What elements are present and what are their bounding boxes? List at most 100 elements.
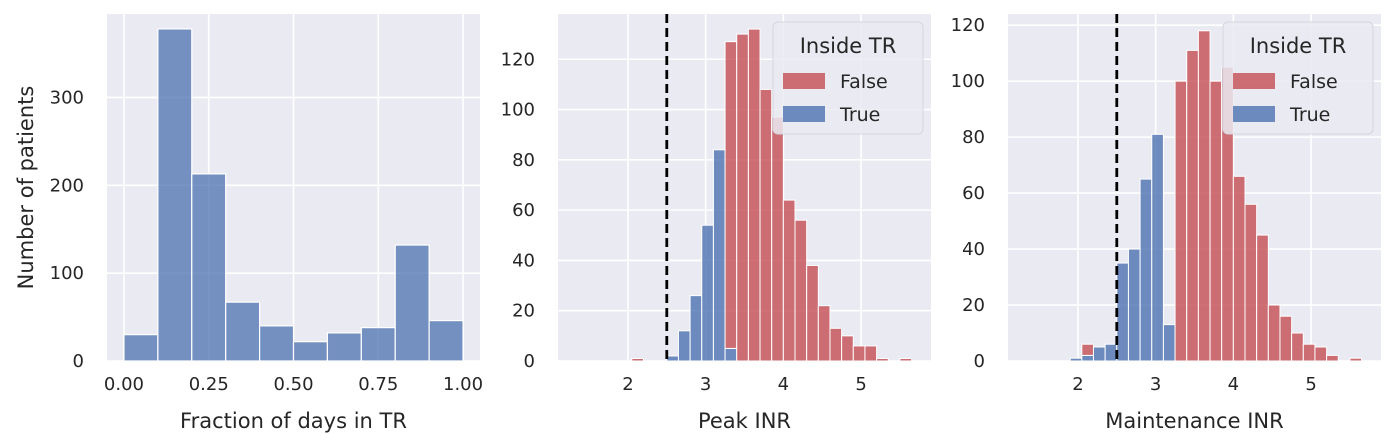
x-axis-label: Peak INR [698, 409, 791, 433]
bar-inside-tr-false [1291, 332, 1304, 362]
y-tick-label: 300 [50, 87, 84, 108]
bar-inside-tr-true [1151, 133, 1164, 362]
y-tick-label: 100 [501, 100, 535, 121]
legend-swatch-true [783, 106, 825, 122]
bar-inside-tr-true [1127, 248, 1141, 362]
bar-inside-tr-false [899, 357, 913, 362]
bar-inside-tr-false [1349, 357, 1363, 362]
bar-inside-tr-false [1186, 49, 1199, 362]
y-tick-label: 120 [951, 15, 985, 36]
bar-inside-tr-true [1139, 178, 1153, 362]
y-tick-label: 120 [501, 49, 535, 70]
x-axis-label: Fraction of days in TR [180, 409, 407, 433]
x-tick-label: 4 [778, 374, 789, 395]
legend-label-true: True [1289, 104, 1330, 126]
histogram-bar [191, 173, 227, 362]
y-tick-label: 100 [50, 263, 84, 284]
legend-label-true: True [839, 104, 880, 126]
y-axis-label: Number of patients [14, 86, 38, 290]
legend-label-false: False [840, 71, 888, 93]
x-tick-label: 3 [1150, 374, 1161, 395]
bar-inside-tr-false [1267, 304, 1281, 362]
bar-inside-tr-false [1081, 343, 1094, 356]
x-tick-label: 2 [1072, 374, 1083, 395]
panel-fraction-days-in-tr: 0.00 0.25 0.50 0.75 1.00 0 100 200 300 Fraction o… [14, 14, 483, 433]
bar-inside-tr-false [759, 88, 773, 362]
y-tick-label: 0 [524, 351, 535, 372]
legend-label-false: False [1290, 71, 1338, 93]
x-tick-label: 3 [700, 374, 711, 395]
histogram-bar [394, 244, 430, 362]
bar-inside-tr-false [1197, 30, 1211, 362]
x-tick-label: 2 [622, 374, 633, 395]
x-tick-label: 0.00 [104, 374, 144, 395]
histogram-bar [123, 334, 159, 362]
bar-inside-tr-false [829, 327, 843, 362]
x-tick-label: 0.75 [358, 374, 398, 395]
x-tick-label: 0.50 [273, 374, 313, 395]
bar-inside-tr-true [712, 149, 726, 362]
x-tick-label: 5 [855, 374, 866, 395]
bar-inside-tr-false [1232, 175, 1246, 362]
bar-inside-tr-true [724, 347, 738, 362]
bar-inside-tr-false [1302, 343, 1316, 362]
bar-inside-tr-false [806, 264, 819, 362]
bar-inside-tr-false [1256, 234, 1269, 362]
histogram-bar [157, 28, 193, 362]
y-tick-label: 80 [962, 127, 985, 148]
x-tick-label: 1.00 [443, 374, 483, 395]
x-tick-label: 5 [1305, 374, 1316, 395]
bar-inside-tr-false [817, 305, 831, 362]
legend-title: Inside TR [800, 34, 897, 58]
x-axis-label: Maintenance INR [1105, 409, 1283, 433]
bar-inside-tr-true [677, 330, 691, 362]
bar-inside-tr-true [1081, 354, 1094, 362]
bar-inside-tr-false [1209, 80, 1223, 362]
legend-title: Inside TR [1250, 34, 1347, 58]
bar-inside-tr-false [771, 116, 784, 362]
bar-inside-tr-true [1162, 324, 1176, 362]
y-tick-label: 0 [73, 351, 84, 372]
y-tick-label: 60 [512, 200, 535, 221]
bar-inside-tr-false [794, 219, 808, 362]
bar-inside-tr-false [747, 28, 761, 362]
bar-inside-tr-false [876, 357, 889, 362]
bar-inside-tr-true [1104, 343, 1118, 362]
legend-swatch-false [783, 73, 825, 89]
bar-inside-tr-false [852, 345, 866, 362]
legend-swatch-false [1233, 73, 1275, 89]
bar-inside-tr-false [1314, 346, 1328, 362]
histogram-bar [292, 341, 329, 362]
histogram-bar [326, 332, 362, 362]
bar-inside-tr-true [1092, 346, 1106, 362]
bar-inside-tr-false [724, 41, 738, 349]
panel-peak-inr: 2 3 4 5 0 20 40 60 80 100 120 Inside TR False True Pea… [501, 14, 931, 433]
bar-inside-tr-false [736, 33, 749, 362]
y-tick-label: 0 [974, 351, 985, 372]
x-tick-label: 4 [1228, 374, 1239, 395]
bar-inside-tr-false [1326, 354, 1339, 362]
bar-inside-tr-false [631, 357, 644, 362]
bar-inside-tr-false [864, 345, 878, 362]
y-tick-label: 100 [951, 71, 985, 92]
y-tick-label: 20 [512, 301, 535, 322]
histogram-bar [258, 325, 295, 362]
y-tick-label: 60 [962, 183, 985, 204]
histogram-bar [225, 301, 261, 362]
bar-inside-tr-false [1244, 203, 1258, 362]
legend-swatch-true [1233, 106, 1275, 122]
y-tick-label: 80 [512, 150, 535, 171]
bar-inside-tr-true [1116, 262, 1129, 362]
bar-inside-tr-true [666, 355, 679, 362]
y-tick-label: 20 [962, 295, 985, 316]
bar-inside-tr-true [701, 224, 714, 362]
y-tick-label: 40 [962, 239, 985, 260]
bar-inside-tr-false [782, 199, 796, 362]
bar-inside-tr-false [841, 335, 854, 362]
bar-inside-tr-false [1174, 80, 1188, 362]
bar-inside-tr-true [1069, 357, 1083, 362]
y-tick-label: 40 [512, 250, 535, 271]
histogram-bar [428, 319, 464, 362]
y-tick-label: 200 [50, 175, 84, 196]
